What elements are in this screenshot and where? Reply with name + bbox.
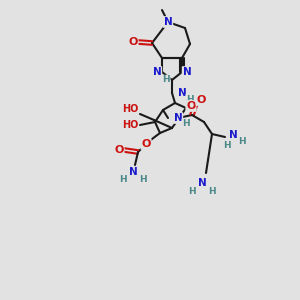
Text: N: N — [229, 130, 237, 140]
Text: O: O — [196, 95, 206, 105]
Text: H: H — [182, 119, 190, 128]
Text: H: H — [162, 76, 170, 85]
Text: O: O — [128, 37, 138, 47]
Text: H: H — [119, 175, 127, 184]
Text: O: O — [141, 139, 151, 149]
Text: HO: HO — [122, 104, 138, 114]
Text: N: N — [174, 113, 182, 123]
Text: N: N — [183, 67, 191, 77]
Text: H: H — [186, 94, 194, 103]
Text: O: O — [114, 145, 124, 155]
Text: H: H — [188, 187, 196, 196]
Text: H: H — [223, 140, 231, 149]
Text: H: H — [139, 175, 147, 184]
Text: H: H — [208, 187, 216, 196]
Text: N: N — [164, 17, 172, 27]
Text: H: H — [238, 137, 246, 146]
Text: N: N — [178, 88, 186, 98]
Text: HO: HO — [122, 120, 138, 130]
Text: O: O — [186, 101, 196, 111]
Text: N: N — [198, 178, 206, 188]
Text: N: N — [129, 167, 137, 177]
Text: N: N — [153, 67, 161, 77]
